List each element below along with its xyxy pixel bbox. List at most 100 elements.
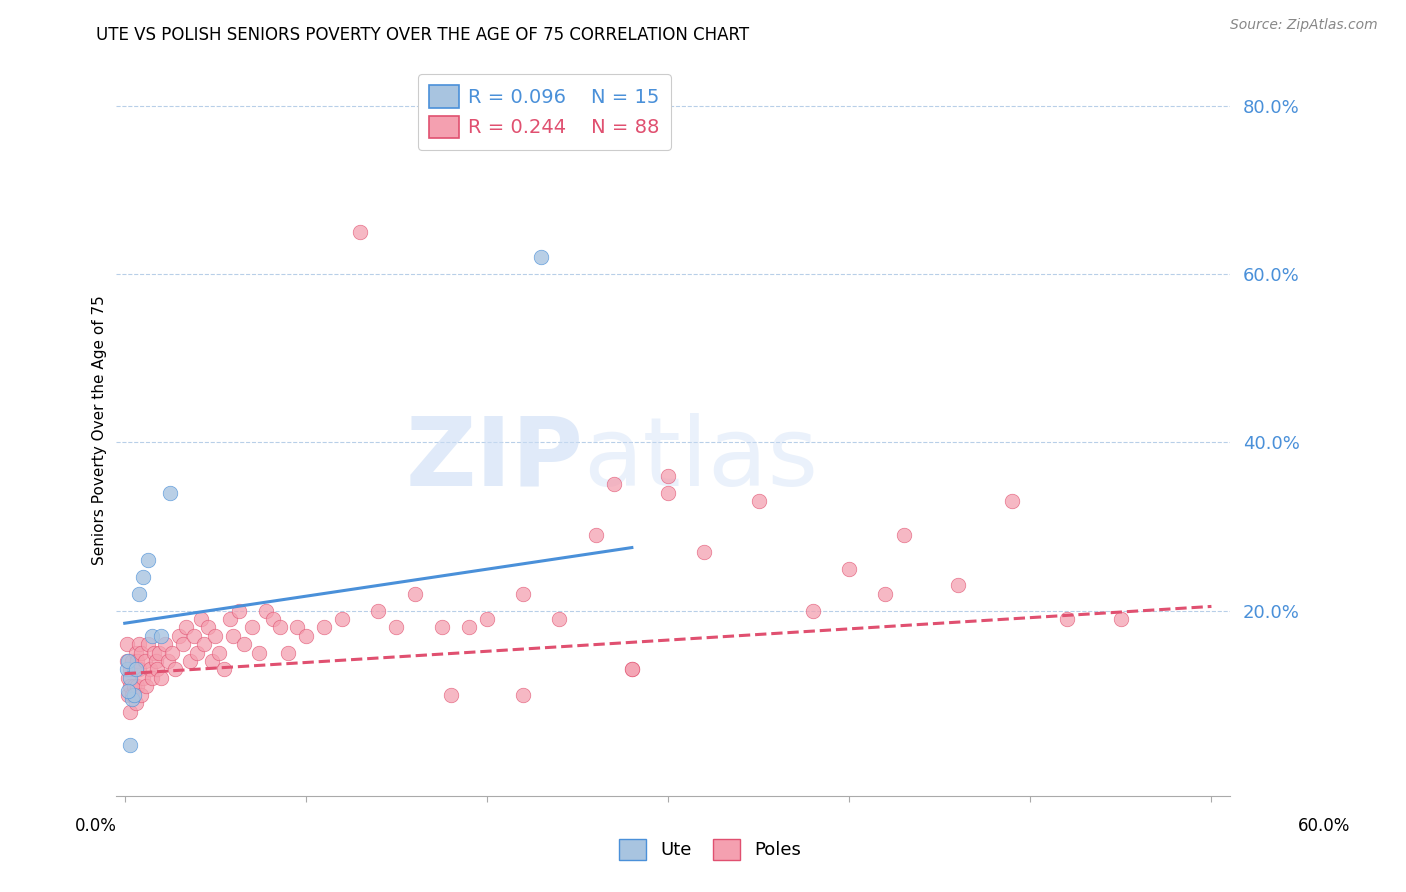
Point <box>548 612 571 626</box>
Point <box>285 620 308 634</box>
Point <box>142 646 165 660</box>
Point <box>149 671 172 685</box>
Point <box>693 545 716 559</box>
Point <box>190 612 212 626</box>
Point <box>121 688 143 702</box>
Point <box>1001 494 1024 508</box>
Point <box>132 570 155 584</box>
Point <box>208 646 231 660</box>
Point <box>146 663 169 677</box>
Point <box>1109 612 1132 626</box>
Point <box>139 663 162 677</box>
Point <box>120 679 142 693</box>
Point <box>247 646 270 660</box>
Point <box>475 612 498 626</box>
Point <box>262 612 284 626</box>
Point <box>172 637 194 651</box>
Point <box>117 683 139 698</box>
Point <box>121 692 143 706</box>
Point <box>228 604 250 618</box>
Point <box>134 654 156 668</box>
Point <box>124 663 146 677</box>
Point <box>115 663 138 677</box>
Point <box>801 604 824 618</box>
Point <box>269 620 291 634</box>
Point <box>124 696 146 710</box>
Text: 60.0%: 60.0% <box>1298 817 1351 835</box>
Point <box>201 654 224 668</box>
Point <box>115 654 138 668</box>
Point <box>240 620 263 634</box>
Point <box>385 620 408 634</box>
Point <box>127 654 149 668</box>
Point <box>120 671 142 685</box>
Point <box>430 620 453 634</box>
Legend: R = 0.096    N = 15, R = 0.244    N = 88: R = 0.096 N = 15, R = 0.244 N = 88 <box>418 74 671 150</box>
Point <box>141 671 163 685</box>
Point <box>1056 612 1078 626</box>
Point <box>197 620 219 634</box>
Point <box>254 604 277 618</box>
Point <box>129 646 152 660</box>
Point <box>124 646 146 660</box>
Point <box>122 663 145 677</box>
Point <box>233 637 256 651</box>
Point <box>141 629 163 643</box>
Point <box>585 528 607 542</box>
Legend: Ute, Poles: Ute, Poles <box>612 831 808 867</box>
Point <box>530 251 553 265</box>
Point <box>404 587 426 601</box>
Point <box>603 477 626 491</box>
Point <box>657 469 679 483</box>
Point <box>122 688 145 702</box>
Point <box>120 705 142 719</box>
Text: UTE VS POLISH SENIORS POVERTY OVER THE AGE OF 75 CORRELATION CHART: UTE VS POLISH SENIORS POVERTY OVER THE A… <box>96 26 749 44</box>
Point <box>222 629 245 643</box>
Point <box>312 620 335 634</box>
Point <box>186 646 208 660</box>
Point <box>167 629 190 643</box>
Point <box>179 654 201 668</box>
Point <box>214 663 236 677</box>
Text: 0.0%: 0.0% <box>75 817 117 835</box>
Point <box>136 553 159 567</box>
Point <box>193 637 215 651</box>
Point <box>122 679 145 693</box>
Point <box>176 620 198 634</box>
Point <box>657 486 679 500</box>
Point <box>127 679 149 693</box>
Point <box>165 663 187 677</box>
Point <box>117 688 139 702</box>
Point <box>157 654 180 668</box>
Point <box>132 671 155 685</box>
Point <box>135 679 157 693</box>
Text: ZIP: ZIP <box>405 413 583 506</box>
Point <box>946 578 969 592</box>
Point <box>620 663 643 677</box>
Point <box>367 604 389 618</box>
Point <box>204 629 226 643</box>
Point <box>121 654 143 668</box>
Point <box>183 629 205 643</box>
Point <box>128 663 150 677</box>
Point <box>295 629 318 643</box>
Text: Source: ZipAtlas.com: Source: ZipAtlas.com <box>1230 18 1378 31</box>
Point <box>218 612 240 626</box>
Text: atlas: atlas <box>583 413 818 506</box>
Point <box>620 663 643 677</box>
Point <box>349 225 371 239</box>
Point <box>136 637 159 651</box>
Point <box>153 637 176 651</box>
Point <box>277 646 299 660</box>
Point <box>512 688 534 702</box>
Point <box>457 620 479 634</box>
Point <box>128 587 150 601</box>
Point <box>440 688 463 702</box>
Point <box>115 637 138 651</box>
Point <box>120 738 142 752</box>
Point <box>893 528 915 542</box>
Point <box>148 646 170 660</box>
Point <box>145 654 167 668</box>
Point <box>129 688 152 702</box>
Point <box>159 486 181 500</box>
